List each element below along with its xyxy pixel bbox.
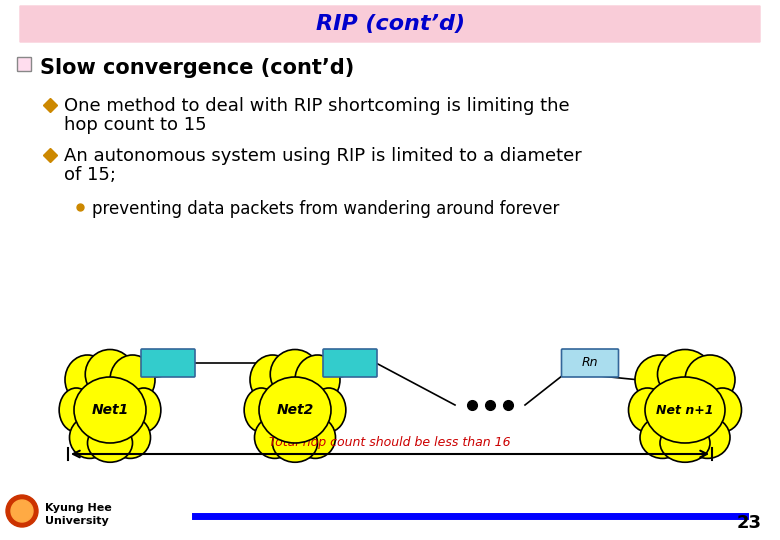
FancyBboxPatch shape — [323, 349, 377, 377]
Text: Net1: Net1 — [91, 403, 129, 417]
Ellipse shape — [126, 388, 161, 432]
FancyBboxPatch shape — [141, 349, 195, 377]
Text: Total hop count should be less than 16: Total hop count should be less than 16 — [269, 436, 511, 449]
Ellipse shape — [110, 355, 155, 404]
Ellipse shape — [640, 416, 685, 458]
Ellipse shape — [704, 388, 742, 432]
Ellipse shape — [250, 355, 295, 404]
Text: preventing data packets from wandering around forever: preventing data packets from wandering a… — [92, 200, 559, 218]
Text: One method to deal with RIP shortcoming is limiting the: One method to deal with RIP shortcoming … — [64, 97, 569, 115]
Text: An autonomous system using RIP is limited to a diameter: An autonomous system using RIP is limite… — [64, 147, 582, 165]
Ellipse shape — [244, 388, 278, 432]
Ellipse shape — [259, 377, 331, 443]
Circle shape — [6, 495, 38, 527]
Text: of 15;: of 15; — [64, 166, 116, 184]
Text: 23: 23 — [737, 514, 762, 532]
Text: Slow convergence (cont’d): Slow convergence (cont’d) — [40, 58, 354, 78]
FancyBboxPatch shape — [17, 57, 31, 71]
Ellipse shape — [254, 416, 295, 458]
Text: RIP (cont’d): RIP (cont’d) — [315, 14, 465, 34]
Ellipse shape — [270, 349, 320, 399]
Ellipse shape — [660, 424, 710, 462]
Text: Kyung Hee: Kyung Hee — [45, 503, 112, 513]
Ellipse shape — [87, 424, 133, 462]
Ellipse shape — [59, 388, 94, 432]
Ellipse shape — [65, 355, 110, 404]
Ellipse shape — [312, 388, 346, 432]
FancyBboxPatch shape — [562, 349, 619, 377]
Ellipse shape — [635, 355, 685, 404]
Ellipse shape — [629, 388, 666, 432]
Text: University: University — [45, 516, 108, 526]
Text: Rn: Rn — [582, 356, 598, 369]
Ellipse shape — [85, 349, 135, 399]
Text: Net n+1: Net n+1 — [656, 403, 714, 416]
Ellipse shape — [295, 416, 335, 458]
Ellipse shape — [74, 377, 146, 443]
Ellipse shape — [658, 349, 712, 399]
Text: Net2: Net2 — [276, 403, 314, 417]
Ellipse shape — [295, 355, 340, 404]
Text: hop count to 15: hop count to 15 — [64, 116, 207, 134]
Ellipse shape — [685, 416, 730, 458]
Ellipse shape — [272, 424, 317, 462]
Circle shape — [11, 500, 33, 522]
Ellipse shape — [645, 377, 725, 443]
Ellipse shape — [685, 355, 735, 404]
FancyBboxPatch shape — [20, 6, 760, 42]
Ellipse shape — [110, 416, 151, 458]
Ellipse shape — [69, 416, 110, 458]
